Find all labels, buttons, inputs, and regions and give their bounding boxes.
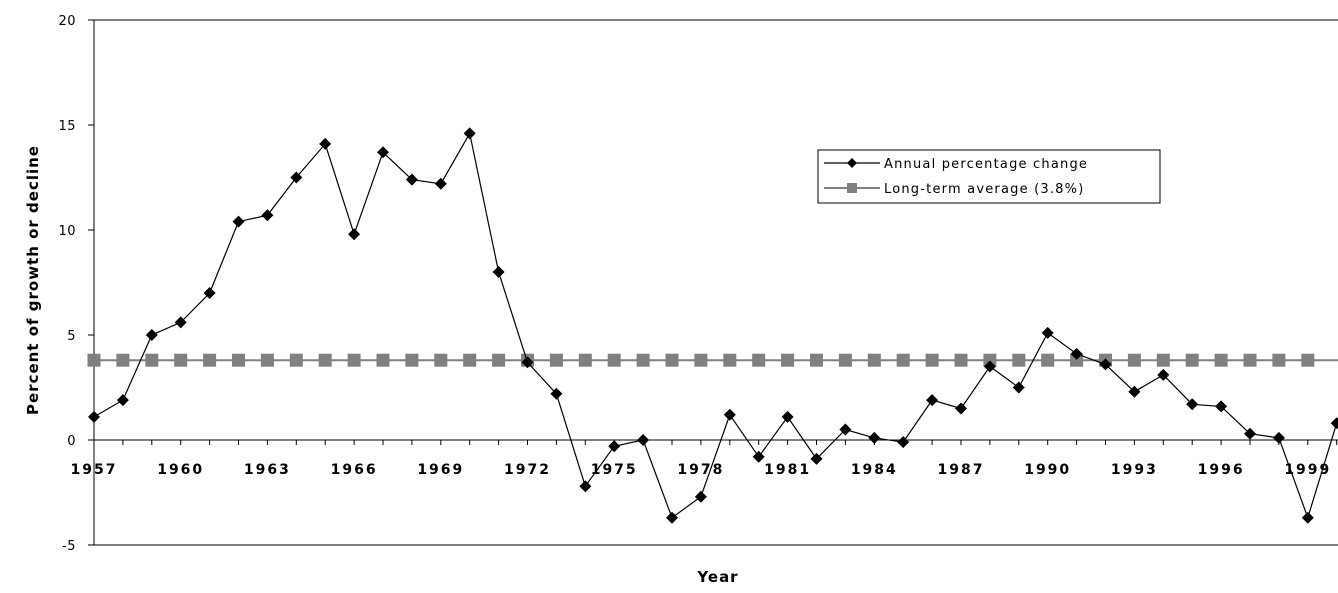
- average-marker: [897, 354, 910, 367]
- average-marker: [550, 354, 563, 367]
- x-tick-label: 1972: [504, 462, 551, 478]
- average-marker: [348, 354, 361, 367]
- x-tick-label: 1993: [1111, 462, 1158, 478]
- annual-point: [1013, 382, 1025, 394]
- annual-point: [955, 403, 967, 415]
- x-tick-label: 1957: [71, 462, 118, 478]
- y-tick-label: -5: [62, 539, 76, 554]
- average-marker: [1157, 354, 1170, 367]
- average-marker: [1244, 354, 1257, 367]
- average-marker: [868, 354, 881, 367]
- average-marker: [666, 354, 679, 367]
- average-marker: [839, 354, 852, 367]
- y-axis-title: Percent of growth or decline: [24, 145, 42, 415]
- annual-point: [782, 411, 794, 423]
- annual-point: [666, 512, 678, 524]
- average-marker: [1041, 354, 1054, 367]
- annual-point: [1331, 417, 1338, 429]
- x-tick-label: 1975: [591, 462, 638, 478]
- average-marker: [261, 354, 274, 367]
- average-marker: [116, 354, 129, 367]
- average-marker: [88, 354, 101, 367]
- annual-point: [1302, 512, 1314, 524]
- average-marker: [926, 354, 939, 367]
- annual-point: [608, 440, 620, 452]
- annual-point: [753, 451, 765, 463]
- average-marker: [752, 354, 765, 367]
- average-marker: [1186, 354, 1199, 367]
- x-tick-label: 1999: [1284, 462, 1331, 478]
- annual-point: [868, 432, 880, 444]
- annual-point: [435, 178, 447, 190]
- average-marker: [723, 354, 736, 367]
- annual-point: [897, 436, 909, 448]
- average-marker: [145, 354, 158, 367]
- annual-point: [233, 216, 245, 228]
- y-tick-label: 0: [67, 434, 76, 449]
- annual-point: [117, 394, 129, 406]
- x-axis-title: Year: [696, 568, 738, 586]
- x-tick-label: 1984: [851, 462, 898, 478]
- average-series: [88, 354, 1338, 367]
- legend-label-average: Long-term average (3.8%): [884, 182, 1084, 197]
- annual-point: [464, 127, 476, 139]
- y-tick-label: 5: [67, 329, 76, 344]
- y-tick-label: 20: [58, 14, 76, 29]
- x-tick-label: 1987: [938, 462, 985, 478]
- annual-point: [926, 394, 938, 406]
- average-marker: [492, 354, 505, 367]
- x-tick-label: 1966: [331, 462, 378, 478]
- y-tick-label: 10: [58, 224, 76, 239]
- legend-label-annual: Annual percentage change: [884, 157, 1088, 172]
- average-marker: [1272, 354, 1285, 367]
- average-marker: [290, 354, 303, 367]
- average-marker: [463, 354, 476, 367]
- x-tick-label: 1996: [1198, 462, 1245, 478]
- average-marker: [637, 354, 650, 367]
- annual-point: [348, 228, 360, 240]
- x-tick-label: 1963: [244, 462, 291, 478]
- annual-point: [579, 480, 591, 492]
- average-marker: [1128, 354, 1141, 367]
- average-marker: [174, 354, 187, 367]
- x-tick-label: 1981: [764, 462, 811, 478]
- x-tick-label: 1960: [157, 462, 204, 478]
- annual-point: [88, 411, 100, 423]
- annual-point: [724, 409, 736, 421]
- x-tick-label: 1978: [677, 462, 724, 478]
- x-tick-label: 1990: [1024, 462, 1071, 478]
- average-marker: [810, 354, 823, 367]
- average-marker: [405, 354, 418, 367]
- average-marker: [608, 354, 621, 367]
- average-marker: [232, 354, 245, 367]
- legend-marker-average: [847, 183, 857, 193]
- annual-point: [261, 209, 273, 221]
- annual-point: [493, 266, 505, 278]
- average-marker: [434, 354, 447, 367]
- annual-point: [637, 434, 649, 446]
- average-marker: [694, 354, 707, 367]
- average-marker: [1301, 354, 1314, 367]
- average-marker: [1012, 354, 1025, 367]
- average-marker: [579, 354, 592, 367]
- y-tick-label: 15: [58, 119, 76, 134]
- annual-point: [1042, 327, 1054, 339]
- x-tick-label: 1969: [417, 462, 464, 478]
- x-tick-labels: 1957 1960 1963 1966 1969 1972 1975 1978 1981 1984…: [71, 462, 1332, 478]
- annual-point: [695, 491, 707, 503]
- average-marker: [203, 354, 216, 367]
- average-marker: [377, 354, 390, 367]
- average-marker: [781, 354, 794, 367]
- legend: Annual percentage change Long-term averag…: [818, 150, 1160, 203]
- average-marker: [1215, 354, 1228, 367]
- annual-point: [1273, 432, 1285, 444]
- average-marker: [319, 354, 332, 367]
- annual-point: [146, 329, 158, 341]
- average-marker: [955, 354, 968, 367]
